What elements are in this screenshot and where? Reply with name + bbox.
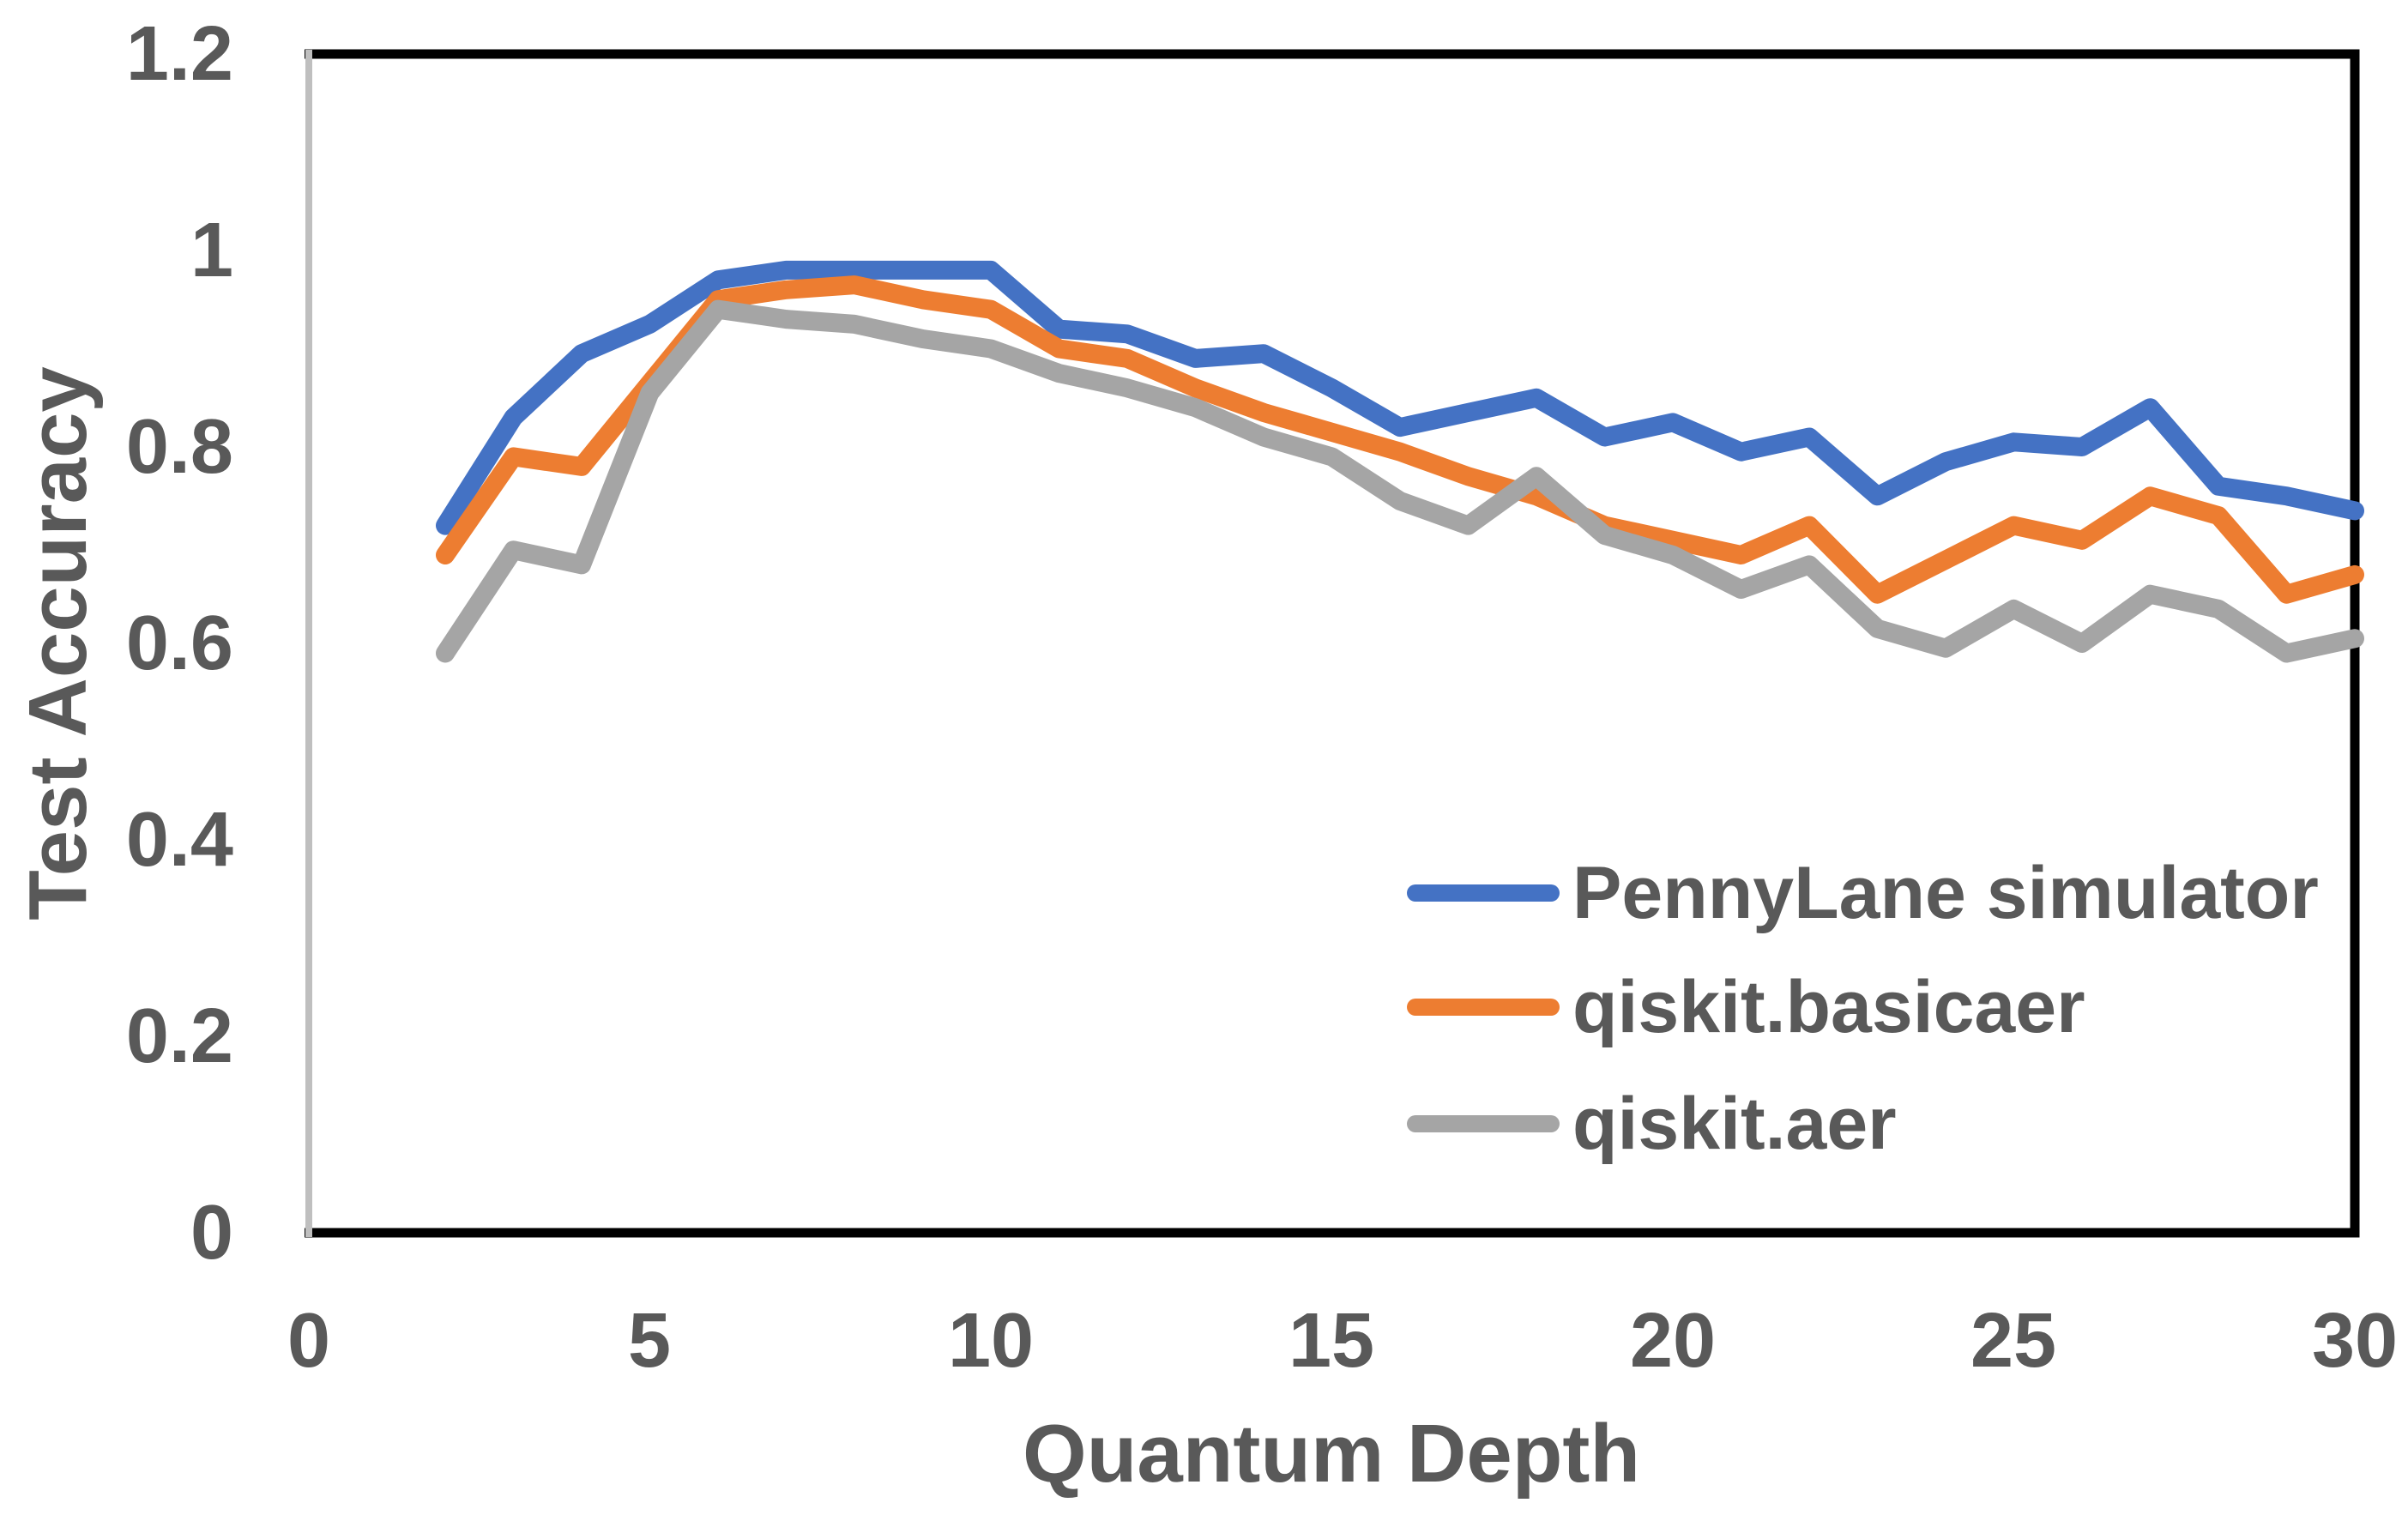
series-line-pennylane-simulator xyxy=(436,260,2364,535)
y-tick-label: 0.8 xyxy=(125,404,233,490)
series-line-qiskit-aer xyxy=(436,299,2364,663)
y-axis-title: Test Accuracy xyxy=(12,366,104,920)
x-tick-label: 25 xyxy=(1970,1298,2057,1384)
series-line-qiskit-basicaer xyxy=(436,275,2364,604)
y-tick-label: 0 xyxy=(190,1190,233,1276)
y-tick-label: 0.6 xyxy=(125,601,233,686)
x-tick-label: 20 xyxy=(1629,1298,1717,1384)
x-tick-label: 10 xyxy=(947,1298,1035,1384)
x-axis-title: Quantum Depth xyxy=(1023,1408,1640,1500)
plot-border xyxy=(305,49,2360,1238)
y-tick-label: 1.2 xyxy=(125,11,233,97)
y-tick-label: 0.2 xyxy=(125,993,233,1079)
x-tick-label: 30 xyxy=(2311,1298,2399,1384)
x-tick-label: 0 xyxy=(287,1298,331,1384)
x-tick-label: 5 xyxy=(627,1298,672,1384)
y-tick-label: 1 xyxy=(190,208,233,293)
x-tick-label: 15 xyxy=(1288,1298,1375,1384)
y-tick-label: 0.4 xyxy=(125,797,233,883)
